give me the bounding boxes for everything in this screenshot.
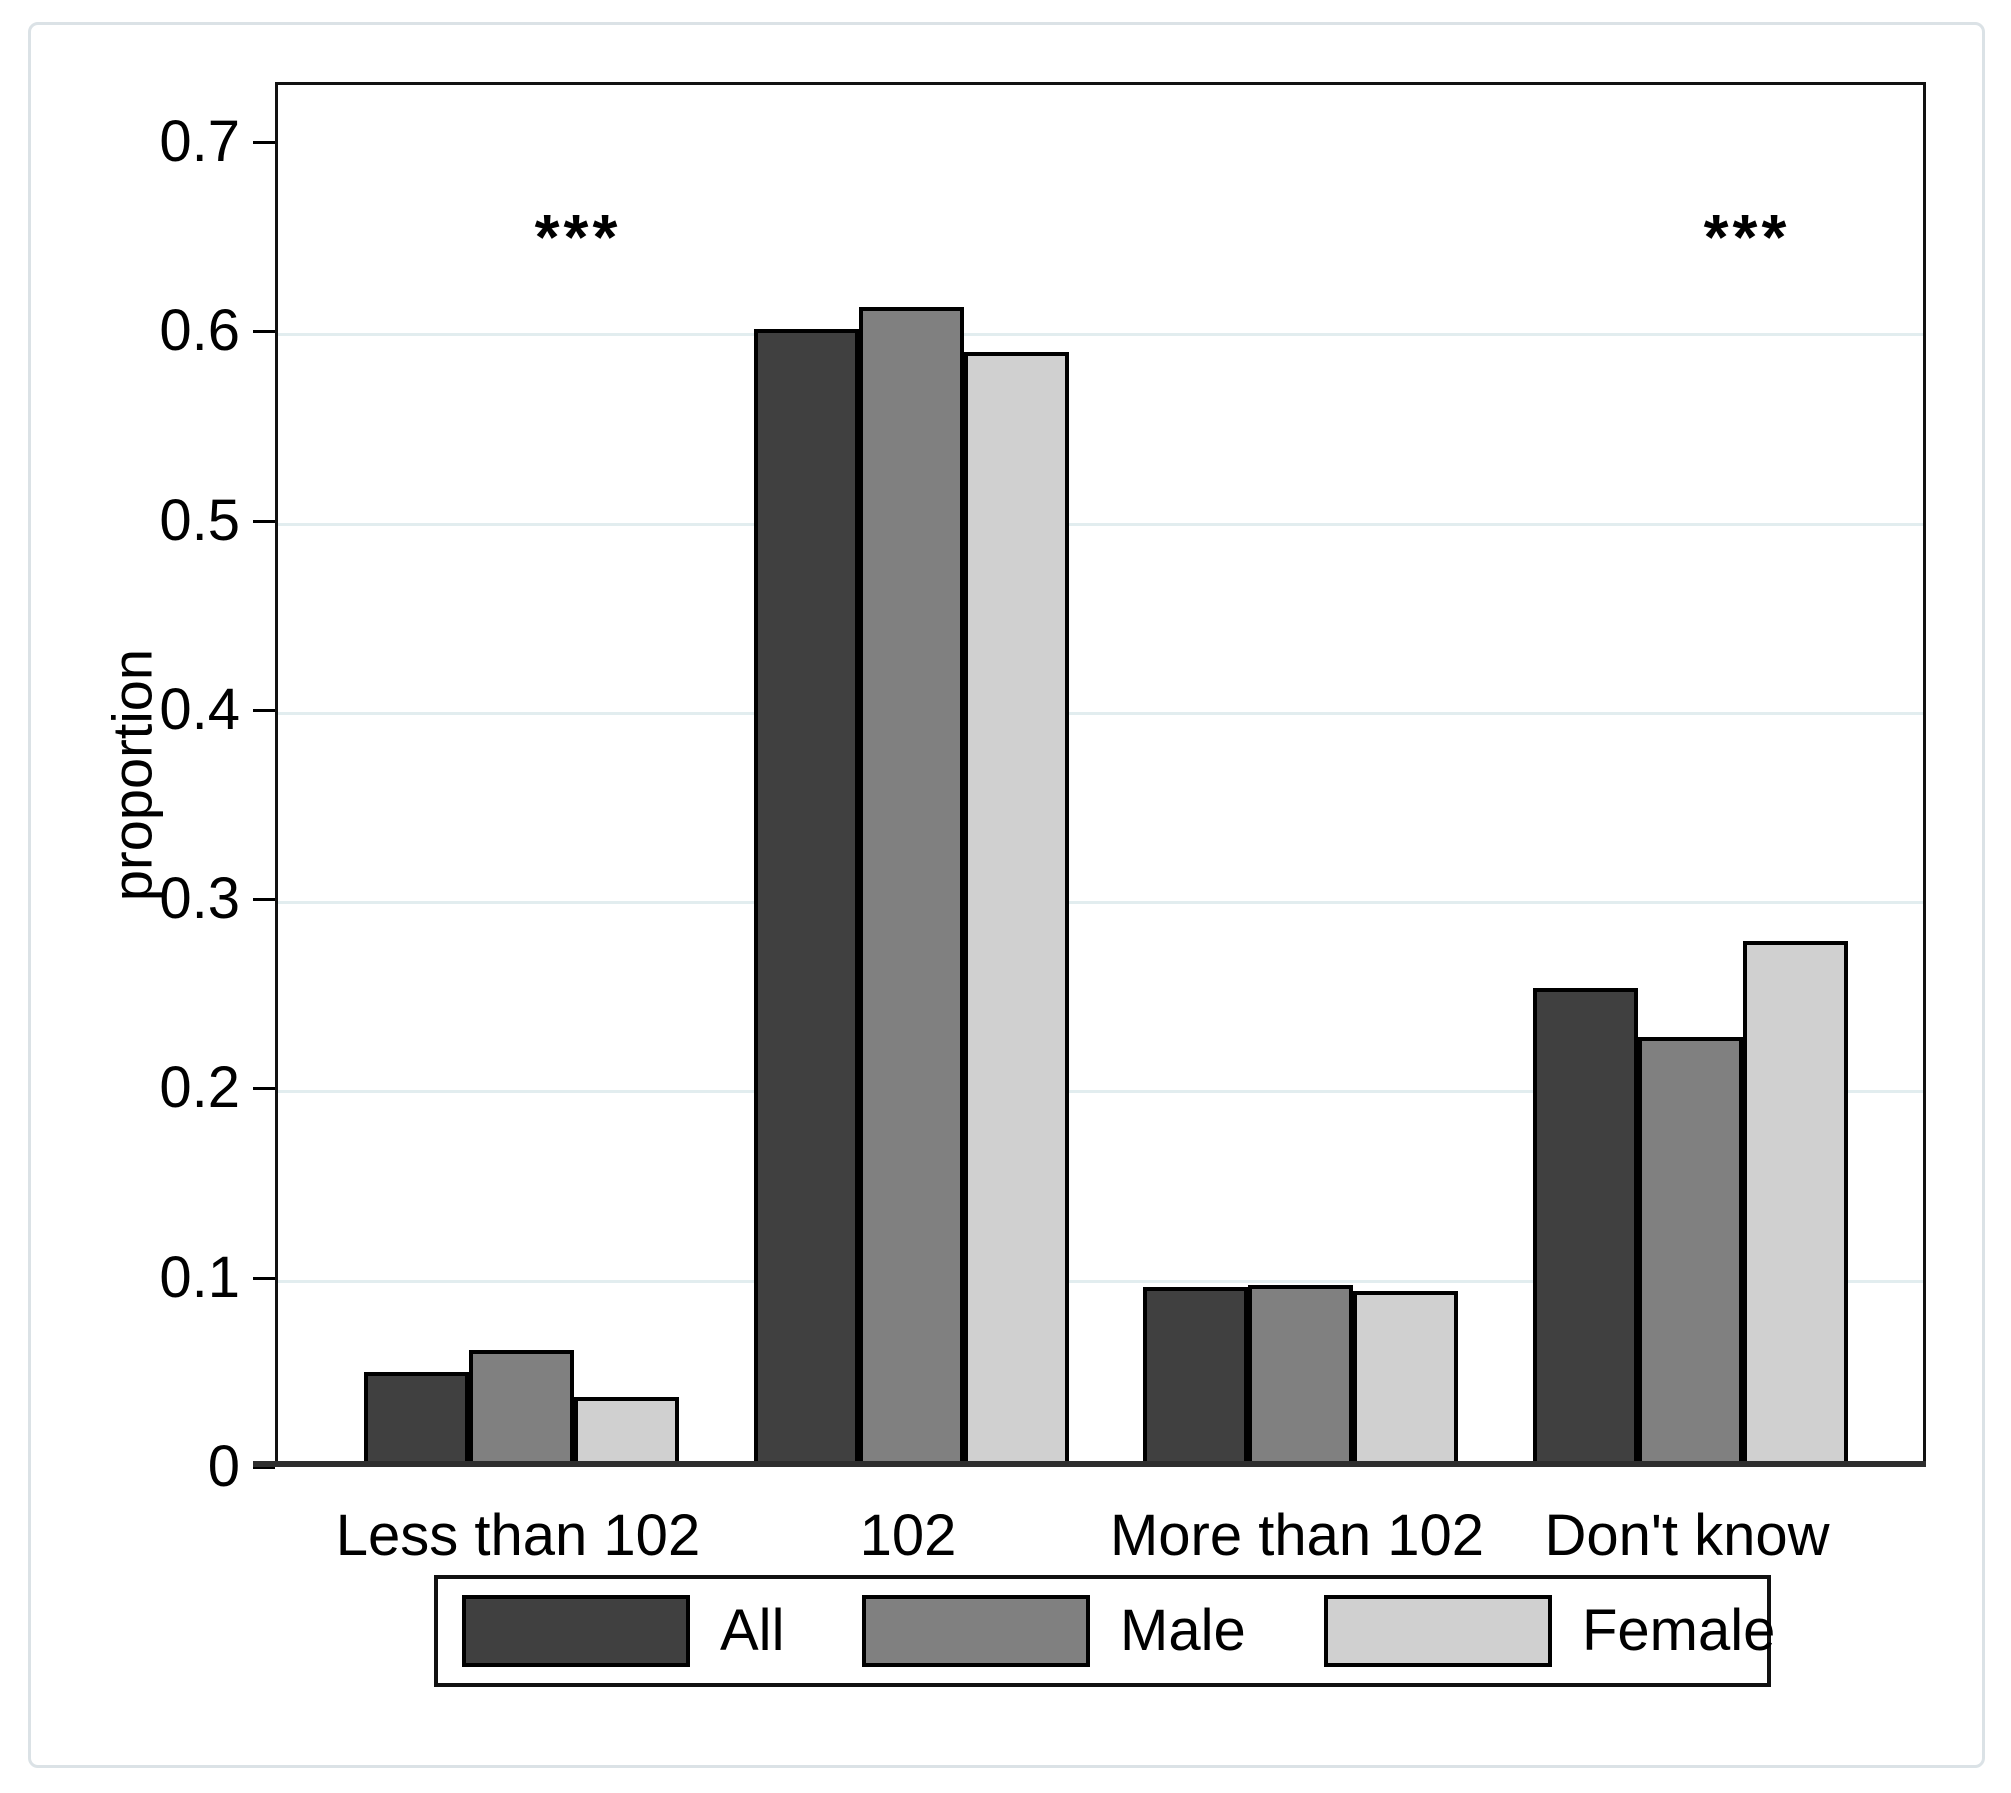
y-tick-0.1 [253, 1277, 275, 1280]
bar-male-more-than-102 [1248, 1285, 1353, 1467]
bar-female-102 [964, 352, 1069, 1467]
y-tick-label-0.4: 0.4 [159, 677, 240, 742]
legend-entry-all: All [462, 1579, 784, 1683]
legend-label-female: Female [1582, 1598, 1776, 1663]
bar-male-102 [859, 307, 964, 1467]
legend-label-male: Male [1120, 1598, 1246, 1663]
y-tick-label-0.6: 0.6 [159, 298, 240, 363]
bar-all-don-t-know [1533, 988, 1638, 1467]
x-category-label-don-t-know: Don't know [1544, 1503, 1830, 1568]
figure-border [28, 22, 1985, 1768]
bar-female-more-than-102 [1353, 1291, 1458, 1467]
legend-entry-female: Female [1324, 1579, 1775, 1683]
gridline-0.4 [278, 712, 1923, 715]
y-tick-label-0.5: 0.5 [159, 488, 240, 553]
bar-female-don-t-know [1743, 941, 1848, 1467]
y-tick-0.6 [253, 330, 275, 333]
bar-male-don-t-know [1638, 1037, 1743, 1467]
legend-swatch-female [1324, 1595, 1552, 1667]
bar-all-less-than-102 [364, 1372, 469, 1467]
y-tick-label-0.7: 0.7 [159, 109, 240, 174]
y-tick-label-0.1: 0.1 [159, 1245, 240, 1310]
significance-stars-less-than-102: *** [534, 201, 622, 273]
y-tick-0.2 [253, 1087, 275, 1090]
gridline-0.1 [278, 1280, 1923, 1283]
plot-area [275, 82, 1926, 1467]
significance-stars-don-t-know: *** [1703, 201, 1791, 273]
bar-female-less-than-102 [574, 1397, 679, 1467]
legend-entry-male: Male [862, 1579, 1246, 1683]
y-tick-0 [253, 1466, 275, 1469]
legend: All Male Female [434, 1575, 1775, 1687]
x-category-label-more-than-102: More than 102 [1109, 1503, 1485, 1568]
y-tick-0.7 [253, 141, 275, 144]
y-tick-label-0.3: 0.3 [159, 866, 240, 931]
gridline-0.6 [278, 333, 1923, 336]
bar-all-102 [754, 329, 859, 1467]
gridline-0.2 [278, 1090, 1923, 1093]
y-tick-label-0: 0 [207, 1434, 240, 1499]
x-axis-line [253, 1461, 1926, 1467]
legend-swatch-male [862, 1595, 1090, 1667]
y-tick-0.5 [253, 520, 275, 523]
gridline-0.3 [278, 901, 1923, 904]
y-tick-label-0.2: 0.2 [159, 1055, 240, 1120]
bar-all-more-than-102 [1143, 1287, 1248, 1467]
x-category-label-102: 102 [859, 1503, 957, 1568]
x-category-label-less-than-102: Less than 102 [335, 1503, 701, 1568]
gridline-0.5 [278, 523, 1923, 526]
bar-male-less-than-102 [469, 1350, 574, 1467]
y-tick-0.4 [253, 709, 275, 712]
legend-swatch-all [462, 1595, 690, 1667]
legend-label-all: All [720, 1598, 785, 1663]
y-tick-0.3 [253, 898, 275, 901]
